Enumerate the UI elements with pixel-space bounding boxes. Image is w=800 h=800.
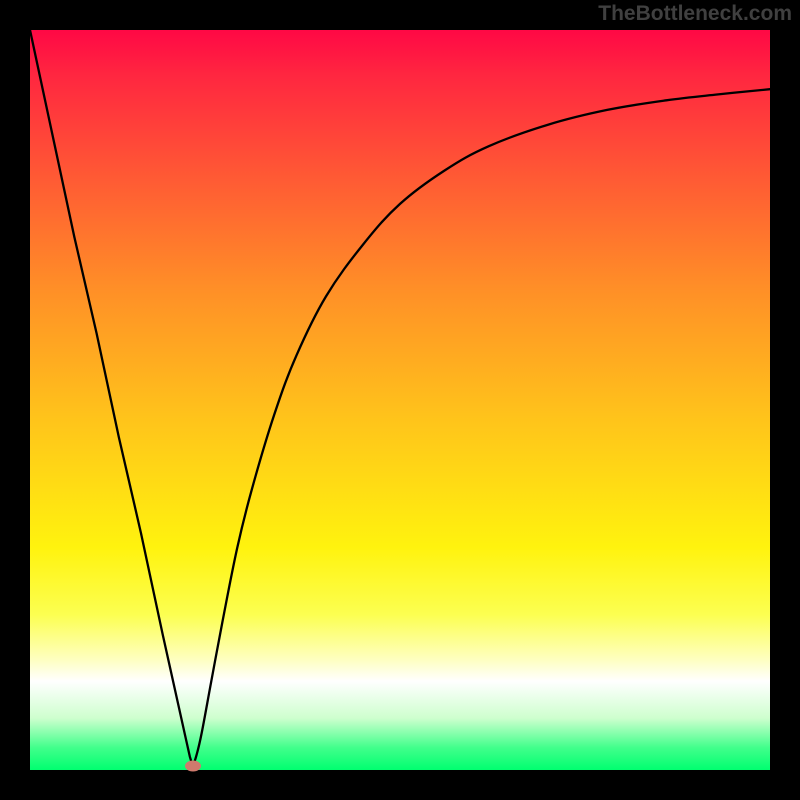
attribution-text: TheBottleneck.com xyxy=(598,2,792,26)
vertex-marker xyxy=(185,761,201,772)
plot-area xyxy=(30,30,770,770)
bottleneck-curve xyxy=(30,30,770,770)
chart-container: TheBottleneck.com xyxy=(0,0,800,800)
